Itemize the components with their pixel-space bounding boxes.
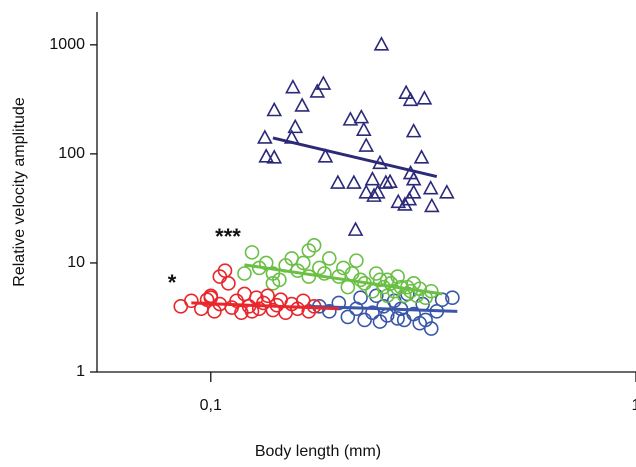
circle-point bbox=[265, 276, 281, 291]
fit-line bbox=[191, 301, 339, 311]
circle-point bbox=[237, 266, 252, 281]
circle-point bbox=[260, 288, 275, 304]
fit-line bbox=[272, 136, 438, 178]
triangle-point bbox=[405, 122, 422, 138]
circle-point bbox=[322, 304, 337, 319]
circle-point bbox=[244, 245, 260, 260]
triangle-point bbox=[346, 174, 362, 189]
circle-point bbox=[357, 312, 372, 328]
circle-point bbox=[212, 269, 228, 284]
triangle-point bbox=[285, 78, 301, 94]
circle-point bbox=[317, 266, 332, 281]
x-tick-label: 1 bbox=[632, 397, 636, 414]
triangle-point bbox=[401, 191, 418, 206]
triangle-point bbox=[377, 174, 394, 189]
triangle-point bbox=[358, 184, 375, 199]
triangle-point bbox=[398, 84, 414, 100]
circle-point bbox=[390, 311, 405, 326]
circle-point bbox=[322, 251, 337, 266]
circle-point bbox=[221, 276, 236, 291]
circle-point bbox=[184, 293, 199, 309]
triangle-point bbox=[366, 187, 382, 202]
triangle-point bbox=[422, 179, 439, 195]
circle-point bbox=[423, 321, 439, 336]
triangle-point bbox=[330, 174, 346, 189]
triangle-point bbox=[266, 149, 283, 164]
annotation: *** bbox=[215, 224, 241, 249]
circle-point bbox=[237, 286, 252, 302]
circle-point bbox=[353, 290, 368, 306]
triangle-point bbox=[287, 118, 304, 134]
triangle-point bbox=[438, 184, 455, 199]
triangle-point bbox=[382, 173, 398, 189]
circle-point bbox=[340, 279, 356, 295]
triangle-point bbox=[423, 197, 440, 213]
x-axis-title: Body length (mm) bbox=[255, 443, 381, 460]
triangle-point bbox=[258, 148, 275, 163]
triangle-point bbox=[373, 36, 390, 51]
y-tick-label: 1000 bbox=[49, 36, 85, 53]
y-tick-label: 100 bbox=[58, 145, 85, 162]
y-axis-title: Relative velocity amplitude bbox=[11, 97, 28, 287]
triangle-point bbox=[315, 75, 332, 90]
circle-point bbox=[301, 304, 317, 319]
x-tick-label: 0,1 bbox=[200, 397, 222, 414]
triangle-point bbox=[355, 121, 372, 136]
triangle-point bbox=[402, 91, 419, 107]
circle-point bbox=[301, 243, 317, 258]
triangle-point bbox=[390, 193, 407, 209]
circle-point bbox=[295, 255, 311, 271]
circle-point bbox=[396, 312, 412, 328]
y-tick-label: 1 bbox=[76, 363, 85, 380]
circle-point bbox=[306, 238, 322, 253]
circle-point bbox=[365, 305, 380, 320]
circle-point bbox=[368, 288, 384, 304]
triangle-point bbox=[405, 184, 422, 199]
circle-point bbox=[445, 290, 460, 306]
y-tick-label: 10 bbox=[67, 254, 85, 271]
circle-point bbox=[301, 269, 317, 284]
annotation: * bbox=[168, 270, 177, 295]
triangle-point bbox=[309, 83, 326, 98]
circle-point bbox=[349, 253, 364, 268]
circle-point bbox=[372, 272, 388, 288]
circle-point bbox=[340, 309, 356, 325]
circle-point bbox=[331, 295, 347, 311]
triangle-point bbox=[317, 148, 334, 163]
triangle-point bbox=[364, 171, 381, 186]
triangle-point bbox=[342, 111, 359, 126]
triangle-point bbox=[256, 129, 273, 144]
fit-line bbox=[244, 263, 443, 296]
triangle-point bbox=[369, 184, 386, 199]
triangle-point bbox=[347, 221, 364, 236]
triangle-point bbox=[294, 97, 310, 112]
triangle-point bbox=[353, 108, 370, 124]
circle-point bbox=[390, 269, 405, 284]
triangle-point bbox=[358, 137, 375, 152]
triangle-point bbox=[416, 90, 433, 105]
triangle-point bbox=[266, 101, 283, 117]
triangle-point bbox=[413, 149, 430, 164]
